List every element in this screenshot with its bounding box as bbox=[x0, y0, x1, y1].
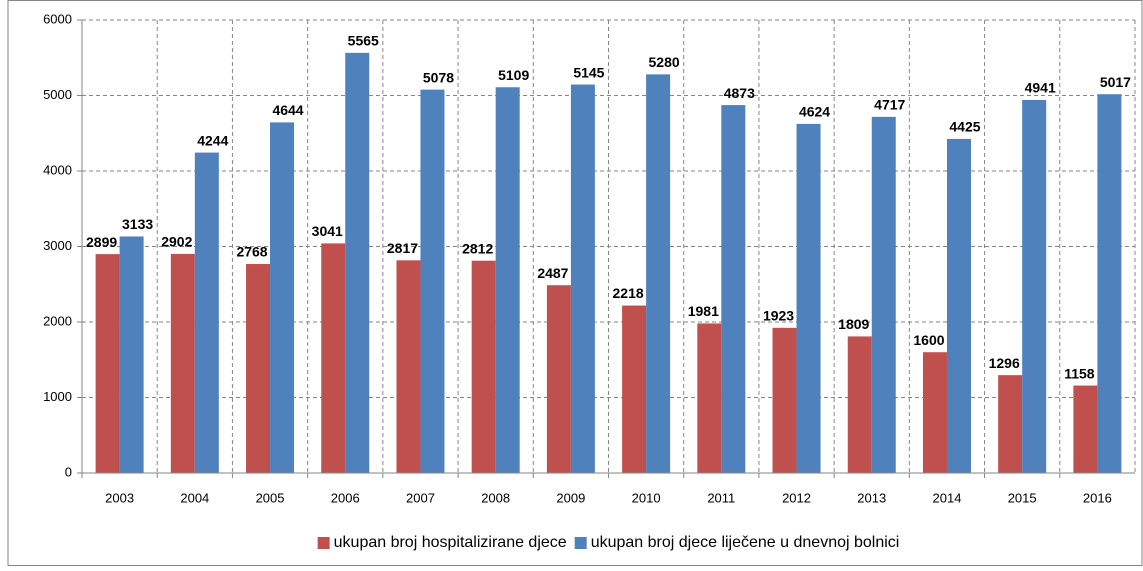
x-tick-label: 2012 bbox=[782, 490, 811, 505]
x-tick-label: 2015 bbox=[1008, 490, 1037, 505]
value-label: 1923 bbox=[763, 308, 794, 324]
bar bbox=[119, 236, 144, 473]
value-label: 3133 bbox=[122, 216, 153, 232]
value-label: 2902 bbox=[161, 234, 192, 250]
value-label: 1981 bbox=[688, 303, 719, 319]
bar bbox=[194, 152, 219, 473]
bar bbox=[1097, 94, 1122, 474]
bar bbox=[570, 84, 595, 474]
chart-border bbox=[7, 0, 1143, 566]
legend-swatch bbox=[317, 537, 330, 549]
y-tick-label: 5000 bbox=[43, 87, 72, 102]
value-label: 5078 bbox=[423, 69, 454, 85]
bar bbox=[396, 260, 421, 473]
x-tick-label: 2014 bbox=[933, 490, 962, 505]
bar bbox=[646, 74, 671, 474]
value-label: 3041 bbox=[312, 223, 343, 239]
legend-label: ukupan broj djece liječene u dnevnoj bol… bbox=[591, 534, 900, 551]
bar bbox=[796, 123, 821, 473]
y-tick-label: 0 bbox=[65, 464, 72, 479]
y-tick-label: 4000 bbox=[43, 162, 72, 177]
bar bbox=[1073, 385, 1098, 473]
bar bbox=[170, 253, 195, 473]
bar bbox=[772, 327, 797, 473]
bar bbox=[345, 52, 370, 473]
bar bbox=[321, 243, 346, 473]
x-tick-label: 2004 bbox=[180, 490, 209, 505]
value-label: 2899 bbox=[86, 234, 117, 250]
value-label: 4873 bbox=[724, 85, 755, 101]
value-label: 1158 bbox=[1064, 365, 1095, 381]
bar bbox=[946, 138, 971, 473]
bar bbox=[847, 336, 872, 473]
value-label: 2812 bbox=[462, 240, 493, 256]
value-label: 5145 bbox=[573, 64, 604, 80]
bar bbox=[270, 122, 295, 474]
bar bbox=[622, 305, 647, 473]
x-tick-label: 2011 bbox=[707, 490, 735, 505]
bar bbox=[922, 352, 947, 473]
x-tick-label: 2003 bbox=[105, 490, 134, 505]
x-tick-label: 2013 bbox=[857, 490, 886, 505]
bar bbox=[495, 87, 520, 473]
value-label: 5017 bbox=[1100, 74, 1131, 90]
value-label: 1296 bbox=[989, 355, 1020, 371]
x-tick-label: 2016 bbox=[1083, 490, 1112, 505]
x-tick-label: 2006 bbox=[331, 490, 360, 505]
legend-swatch bbox=[574, 537, 587, 549]
bar bbox=[420, 89, 445, 474]
bar bbox=[246, 264, 271, 473]
value-label: 2218 bbox=[613, 285, 644, 301]
x-tick-label: 2009 bbox=[556, 490, 585, 505]
value-label: 4425 bbox=[949, 119, 980, 135]
x-tick-label: 2007 bbox=[406, 490, 435, 505]
x-tick-label: 2005 bbox=[256, 490, 285, 505]
value-label: 2487 bbox=[537, 265, 568, 281]
value-label: 4624 bbox=[799, 104, 830, 120]
bar bbox=[95, 254, 120, 473]
x-tick-label: 2008 bbox=[481, 490, 510, 505]
bar bbox=[998, 375, 1023, 473]
x-tick-label: 2010 bbox=[632, 490, 661, 505]
value-label: 2768 bbox=[236, 244, 267, 260]
value-label: 4941 bbox=[1025, 80, 1056, 96]
value-label: 2817 bbox=[387, 240, 418, 256]
value-label: 5280 bbox=[649, 54, 680, 70]
bar bbox=[546, 285, 571, 473]
bar bbox=[721, 105, 746, 473]
bar bbox=[697, 323, 722, 473]
y-tick-label: 3000 bbox=[43, 238, 72, 253]
value-label: 1809 bbox=[838, 316, 869, 332]
value-label: 4244 bbox=[197, 132, 228, 148]
value-label: 5109 bbox=[498, 67, 529, 83]
y-tick-label: 2000 bbox=[43, 313, 72, 328]
y-tick-label: 1000 bbox=[43, 389, 72, 404]
bar bbox=[871, 116, 896, 473]
value-label: 5565 bbox=[348, 33, 379, 49]
bar bbox=[471, 260, 496, 473]
value-label: 4644 bbox=[272, 102, 303, 118]
y-tick-label: 6000 bbox=[43, 11, 72, 26]
value-label: 4717 bbox=[874, 97, 905, 113]
legend-label: ukupan broj hospitalizirane djece bbox=[334, 534, 567, 551]
value-label: 1600 bbox=[913, 332, 944, 348]
bar bbox=[1022, 99, 1047, 473]
